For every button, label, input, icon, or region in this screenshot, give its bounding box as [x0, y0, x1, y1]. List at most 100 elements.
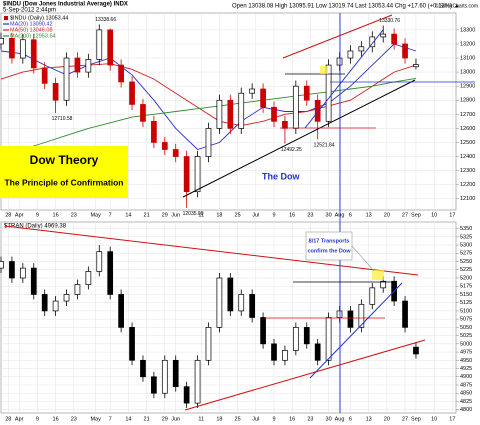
- price-label: 12710.58: [52, 116, 73, 122]
- candle-body: [413, 346, 419, 355]
- y-tick-label: 4875: [460, 382, 472, 388]
- x-tick-label: 6: [349, 212, 352, 218]
- x-tick-label: 25: [235, 416, 241, 422]
- candle-body: [369, 36, 376, 48]
- trend-line: [182, 79, 416, 198]
- x-tick-label: 29: [162, 212, 168, 218]
- candle-body: [172, 149, 179, 157]
- x-tick-label: 16: [53, 416, 59, 422]
- x-tick-label: Apr: [15, 212, 24, 218]
- trend-line: [309, 282, 403, 379]
- candle-body: [227, 277, 234, 312]
- bottom-frame: [0, 221, 457, 414]
- candle-body: [0, 37, 4, 45]
- candle-body: [314, 343, 321, 361]
- candle-body: [314, 99, 321, 122]
- quote: Open 13038.08 High 13095.91 Low 13019.74…: [232, 4, 460, 10]
- candle-body: [238, 294, 245, 312]
- x-tick-label: Jul: [252, 416, 259, 422]
- x-tick-label: 28: [5, 212, 11, 218]
- candle-body: [271, 343, 277, 361]
- candle-body: [205, 128, 212, 157]
- y-tick-label: 4900: [460, 374, 472, 380]
- x-tick-label: 23: [71, 212, 77, 218]
- x-tick-label: 25: [235, 212, 241, 218]
- y-tick-label: 12200: [460, 182, 475, 188]
- x-tick-label: 18: [216, 416, 222, 422]
- candle-body: [172, 359, 179, 388]
- y-tick-label: 4950: [460, 358, 472, 364]
- candle-body: [238, 92, 245, 129]
- moving-average: [0, 63, 417, 127]
- highlight: [372, 270, 384, 280]
- candle-body: [52, 300, 59, 312]
- x-tick-label: 29: [162, 416, 168, 422]
- candle-body: [118, 64, 124, 83]
- candle-body: [140, 359, 146, 378]
- y-tick-label: 5150: [460, 292, 472, 298]
- candle-body: [74, 284, 81, 295]
- y-tick-label: 12700: [460, 112, 475, 118]
- candle-body: [129, 81, 135, 105]
- candle-body: [249, 294, 256, 318]
- y-tick-label: 5350: [460, 226, 472, 232]
- x-tick-label: Jun: [171, 416, 180, 422]
- candle-body: [380, 280, 387, 289]
- y-tick-label: 4825: [460, 399, 472, 405]
- y-tick-label: 5250: [460, 259, 472, 265]
- x-tick-label: 11: [198, 416, 204, 422]
- y-tick-label: 4975: [460, 350, 472, 356]
- y-tick-label: 5200: [460, 275, 472, 281]
- candle-body: [9, 37, 15, 59]
- subtitle: 5-Sep-2012 2:44pm: [3, 8, 56, 14]
- candle-body: [292, 327, 299, 351]
- candle-body: [402, 43, 408, 59]
- candle-body: [183, 156, 190, 193]
- x-tick-label: 7: [109, 212, 112, 218]
- candle-body: [74, 57, 81, 73]
- callout-text: 8/17 Transports: [309, 238, 350, 244]
- candle-body: [183, 386, 190, 404]
- candle-body: [380, 33, 387, 38]
- x-tick-label: 14: [125, 416, 131, 422]
- candle-body: [325, 317, 332, 361]
- x-tick-label: 28: [5, 416, 11, 422]
- y-tick-label: 12600: [460, 126, 475, 132]
- callout-pointer: [351, 245, 375, 272]
- candle-body: [325, 64, 332, 122]
- candle-body: [369, 287, 376, 305]
- x-tick-label: 23: [71, 416, 77, 422]
- x-tick-label: 11: [198, 212, 204, 218]
- candle-body: [347, 310, 354, 328]
- y-tick-label: 12400: [460, 154, 475, 160]
- x-tick-label: 16: [289, 416, 295, 422]
- x-tick-label: 9: [36, 416, 39, 422]
- candle-body: [194, 359, 201, 404]
- candle-body: [216, 99, 223, 129]
- y-tick-label: 5025: [460, 333, 472, 339]
- legend-swatch: [4, 16, 8, 20]
- trend-line: [184, 339, 426, 411]
- candle-body: [413, 64, 419, 68]
- x-tick-label: 20: [384, 416, 390, 422]
- x-tick-label: 20: [384, 212, 390, 218]
- candle-body: [107, 29, 114, 66]
- legend-label: MA(200) 12953.64: [10, 33, 56, 39]
- candle-body: [282, 350, 288, 361]
- annotation-subtitle: The Principle of Confirmation: [4, 177, 123, 187]
- x-tick-label: 7: [109, 416, 112, 422]
- candle-body: [30, 39, 37, 69]
- x-tick-label: 6: [349, 416, 352, 422]
- candle-body: [161, 142, 168, 150]
- x-tick-label: 9: [272, 212, 275, 218]
- highlight: [320, 66, 328, 74]
- annotation-dow: The Dow: [262, 171, 300, 181]
- y-tick-label: 5125: [460, 300, 472, 306]
- x-tick-label: 27: [402, 212, 408, 218]
- y-tick-label: 5275: [460, 251, 472, 257]
- x-tick-label: May: [90, 212, 101, 218]
- candle-body: [194, 156, 201, 193]
- y-tick-label: 5050: [460, 325, 472, 331]
- y-tick-label: 12800: [460, 98, 475, 104]
- candle-body: [41, 67, 48, 84]
